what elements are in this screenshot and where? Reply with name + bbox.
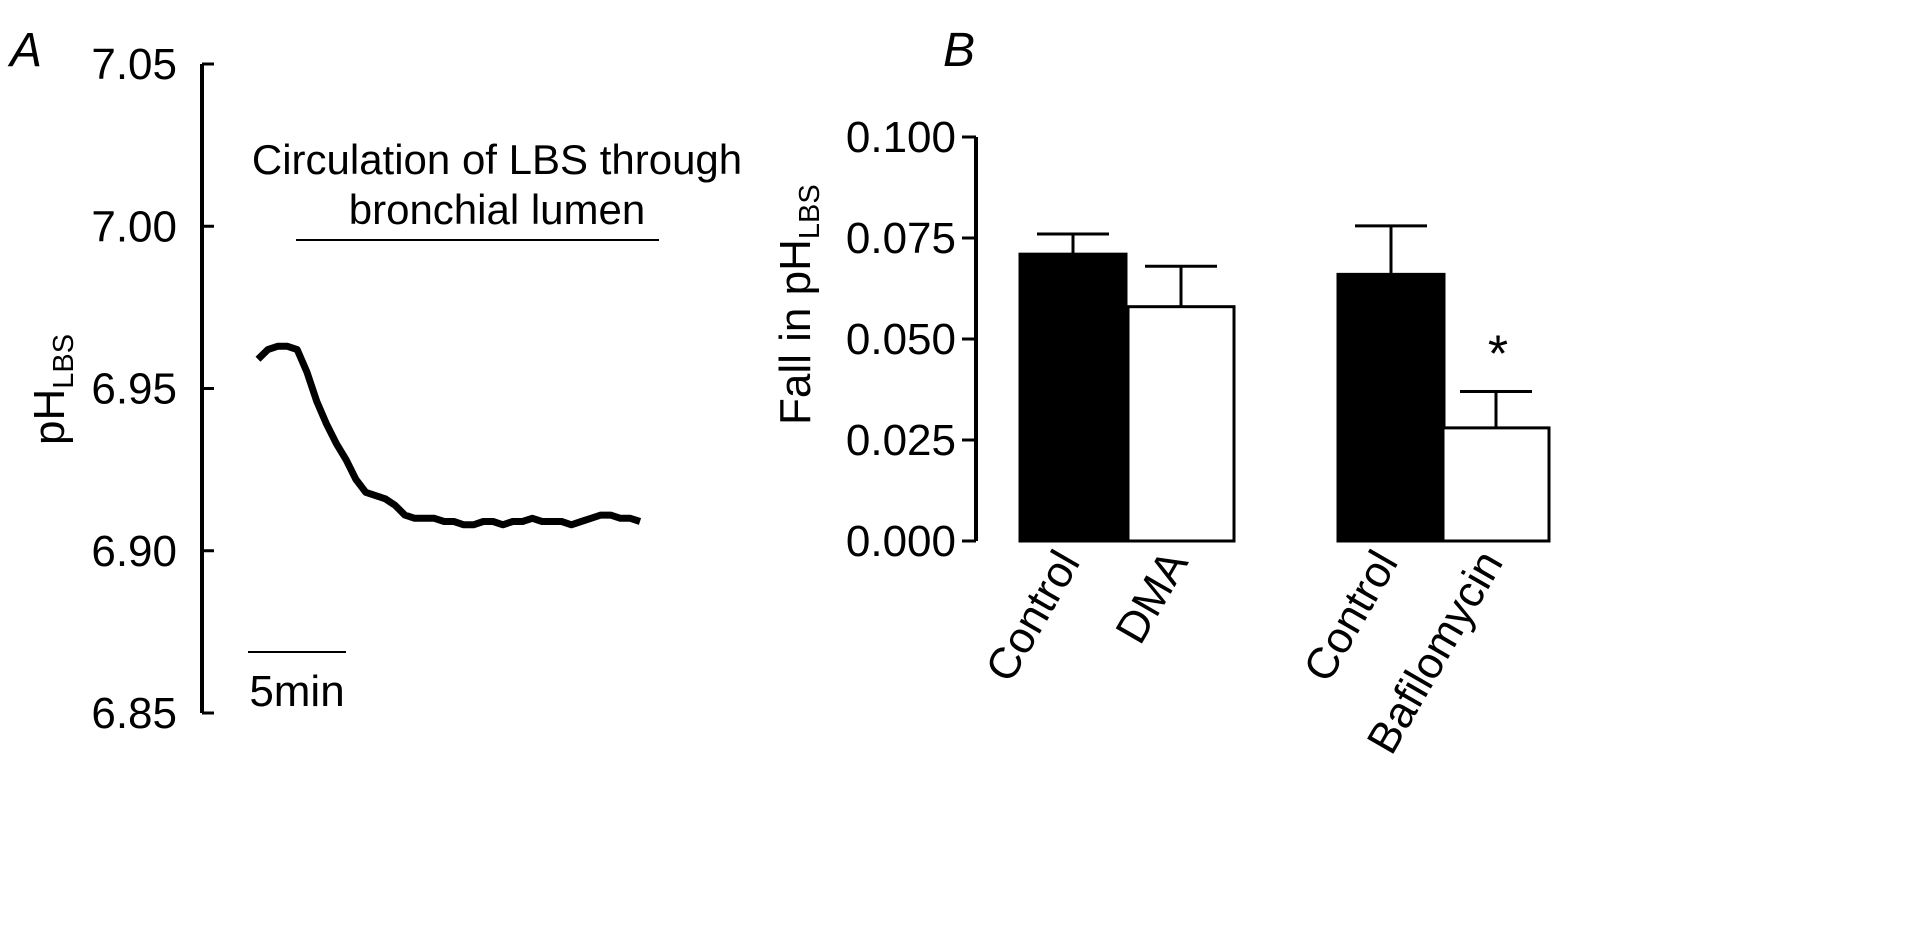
- y-tick-label: 7.05: [91, 40, 177, 89]
- y-tick-label: 0.075: [846, 214, 956, 263]
- x-category-label: DMA: [1106, 542, 1198, 652]
- x-category-label: Control: [1294, 543, 1407, 690]
- x-category-label: Control: [976, 543, 1089, 690]
- y-tick-label: 0.000: [846, 517, 956, 566]
- bar: [1018, 252, 1128, 543]
- panel-b-letter: B: [943, 24, 975, 77]
- annotation-line-2: bronchial lumen: [349, 186, 646, 233]
- bar: [1336, 272, 1446, 543]
- y-axis-label: Fall in pHLBS: [771, 184, 826, 425]
- y-tick-label: 6.85: [91, 689, 177, 738]
- panel-b-chart: 0.100 0.075 0.050 0.025 0.000 Fall in pHLBS Co…: [771, 113, 1551, 762]
- y-axis-label: pHLBS: [25, 334, 80, 445]
- y-tick-label: 7.00: [91, 202, 177, 251]
- y-tick-label: 0.025: [846, 416, 956, 465]
- ph-trace: [255, 342, 642, 529]
- scale-bar-label: 5min: [249, 667, 344, 716]
- y-tick-label: 0.100: [846, 113, 956, 162]
- significance-marker: *: [1488, 326, 1508, 384]
- y-tick-label: 6.95: [91, 365, 177, 414]
- y-tick-label: 6.90: [91, 527, 177, 576]
- panel-a-letter: A: [7, 24, 42, 77]
- bar: [1126, 305, 1236, 543]
- bar: [1441, 426, 1551, 543]
- y-tick-label: 0.050: [846, 315, 956, 364]
- panel-a-chart: 7.05 7.00 6.95 6.90 6.85 pHLBS Circulation of …: [25, 40, 742, 738]
- annotation-line-1: Circulation of LBS through: [252, 136, 742, 183]
